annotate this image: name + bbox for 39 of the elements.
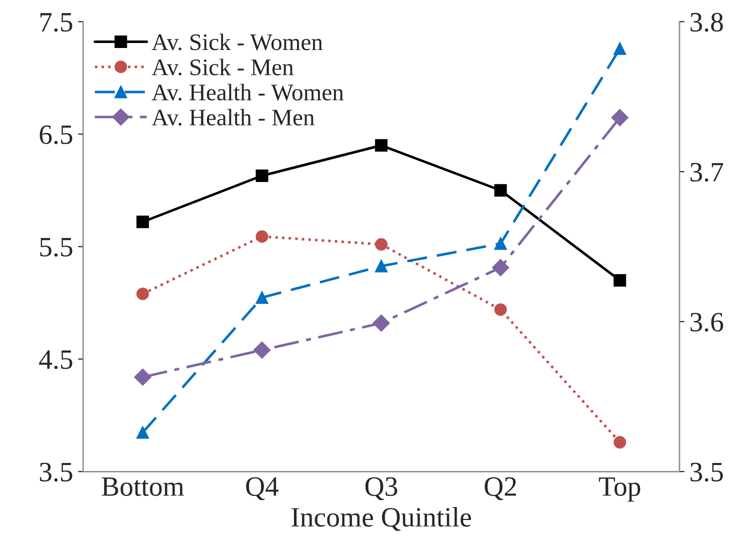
- point: [494, 303, 507, 316]
- y2-tick-label: 3.5: [690, 462, 723, 482]
- y2-tick-label: 3.7: [690, 162, 724, 182]
- point: [375, 139, 388, 152]
- legend-label: Av. Sick - Men: [152, 58, 294, 76]
- y-tick-label: 4.5: [39, 350, 72, 370]
- point: [136, 216, 149, 228]
- point: [256, 230, 268, 243]
- legend-label: Av. Sick - Women: [152, 34, 323, 50]
- point: [614, 42, 626, 55]
- y-tick-label: 5.5: [40, 238, 72, 257]
- point: [134, 368, 152, 386]
- y-tick-label: 6.5: [40, 125, 72, 144]
- x-tick-label: Q3: [365, 477, 398, 500]
- point: [494, 184, 507, 197]
- x-tick-label: Q2: [484, 477, 516, 500]
- point: [136, 426, 149, 439]
- y-tick-label: 3.5: [40, 462, 72, 482]
- x-axis-title: Income Quintile: [292, 507, 471, 531]
- y-tick-label: 7.5: [40, 13, 72, 32]
- point: [136, 288, 149, 300]
- x-tick-label: Top: [598, 477, 640, 502]
- x-tick-label: Bottom: [102, 477, 184, 496]
- point: [372, 314, 390, 332]
- legend-label: Av. Health - Women: [152, 84, 344, 101]
- point: [256, 291, 268, 304]
- point: [375, 238, 388, 251]
- legend-label: Av. Health - Men: [152, 108, 314, 126]
- point: [375, 260, 388, 272]
- point: [494, 237, 507, 250]
- y2-tick-label: 3.8: [690, 12, 723, 32]
- point: [256, 170, 268, 182]
- point: [492, 259, 510, 276]
- y2-tick-label: 3.6: [690, 312, 724, 332]
- point: [614, 274, 626, 287]
- point: [611, 109, 628, 126]
- point: [614, 436, 626, 449]
- point: [253, 342, 271, 359]
- x-tick-label: Q4: [246, 477, 279, 500]
